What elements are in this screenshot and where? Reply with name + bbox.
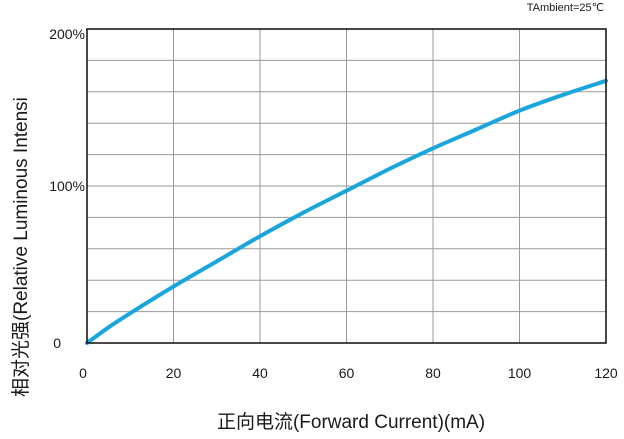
grid	[87, 29, 606, 343]
plot-frame	[86, 28, 607, 344]
x-tick-label: 80	[425, 365, 441, 381]
y-tick-label: 100%	[49, 178, 85, 194]
x-tick-label: 120	[594, 365, 618, 381]
y-tick-label: 200%	[49, 26, 85, 42]
x-tick-label: 0	[79, 365, 87, 381]
x-tick-label: 100	[508, 365, 532, 381]
x-axis-title: 正向电流(Forward Current)(mA)	[217, 411, 485, 433]
series-line	[85, 78, 608, 345]
x-tick-label: 60	[339, 365, 355, 381]
x-tick-label: 20	[166, 365, 182, 381]
x-tick-label: 40	[252, 365, 268, 381]
y-tick-label: 0	[53, 335, 61, 351]
y-axis-title: 相对光强(Relative Luminous Intensi	[10, 97, 32, 397]
ambient-annotation: TAmbient=25℃	[527, 2, 604, 14]
y-tick-labels: 0 100% 200%	[49, 26, 85, 351]
x-tick-labels: 0 20 40 60 80 100 120	[79, 365, 618, 381]
